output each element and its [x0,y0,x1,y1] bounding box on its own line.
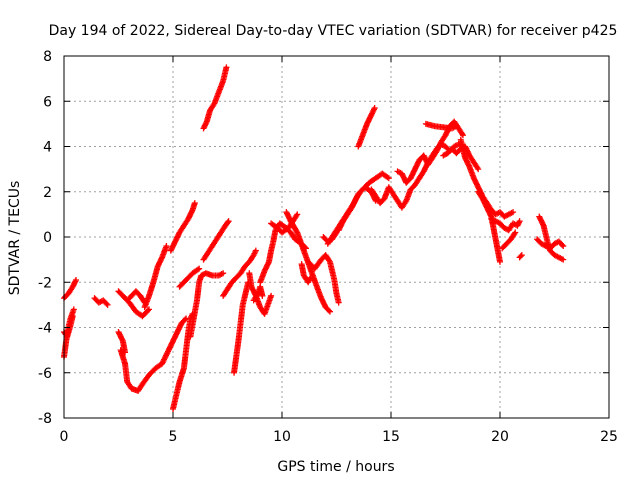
data-point-1275 [453,123,460,130]
data-points [61,64,567,412]
x-tick-label-2: 10 [273,429,291,445]
data-point-32 [70,306,77,313]
data-point-683 [259,292,266,299]
y-tick-label-5: 2 [43,185,52,201]
axis-ticks [63,55,610,419]
data-point-1471 [512,229,519,236]
chart-title: Day 194 of 2022, Sidereal Day-to-day VTE… [49,23,618,39]
data-point-866 [307,274,314,281]
data-point-1531 [560,243,567,250]
data-point-481 [224,219,231,226]
data-point-774 [294,211,301,218]
x-tick-labels: 0 5 10 15 20 25 [60,429,618,445]
data-point-1311 [475,166,482,173]
data-point-1067 [371,105,378,112]
data-point-991 [384,174,391,181]
data-point-666 [268,292,275,299]
data-point-214 [122,349,129,356]
data-point-395 [196,265,203,272]
data-point-78 [104,301,111,308]
data-point-275 [163,243,170,250]
data-point-106 [144,307,151,314]
y-tick-label-4: 0 [43,230,52,246]
data-point-1253 [459,132,466,139]
data-point-1380 [510,209,517,216]
y-axis-label: SDTVAR / TECUs [7,181,23,296]
y-tick-label-0: -8 [38,411,52,427]
data-point-1509 [560,256,567,263]
data-point-526 [223,64,230,71]
y-tick-labels: -8 -6 -4 -2 0 2 4 6 8 [38,49,52,427]
y-tick-label-8: 8 [43,49,52,65]
data-point-916 [335,299,342,306]
y-tick-label-7: 6 [43,94,52,110]
x-tick-label-4: 20 [491,429,509,445]
data-point-47 [72,276,79,283]
data-point-66 [69,313,76,320]
x-axis-label: GPS time / hours [277,459,394,475]
data-point-849 [326,308,333,315]
data-point-312 [191,200,198,207]
x-tick-label-5: 25 [600,429,618,445]
x-tick-label-1: 5 [169,429,178,445]
y-tick-label-2: -4 [38,321,52,337]
data-point-77 [103,300,110,307]
data-point-394 [194,266,201,273]
data-point-1473 [517,253,524,260]
y-tick-label-3: -2 [38,275,52,291]
x-tick-label-3: 15 [382,429,400,445]
data-point-197 [181,316,188,323]
data-point-1530 [559,241,566,248]
data-point-848 [325,307,332,314]
data-point-452 [220,270,227,277]
data-point-1432 [497,258,503,265]
series-0 [61,64,567,412]
y-tick-label-1: -6 [38,366,52,382]
x-tick-label-0: 0 [60,429,69,445]
data-point-1457 [516,218,523,225]
data-point-562 [252,247,259,254]
y-tick-label-6: 4 [43,140,52,156]
data-point-482 [225,218,232,225]
data-point-992 [385,175,392,182]
data-point-1474 [518,252,525,259]
data-point-107 [146,306,153,313]
